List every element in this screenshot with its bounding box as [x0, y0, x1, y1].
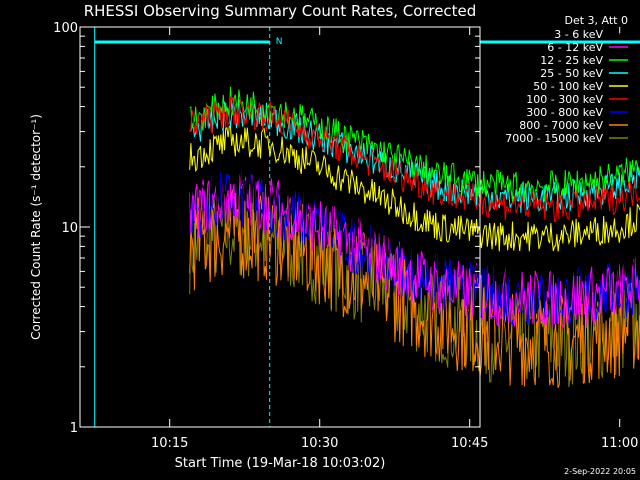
legend-label-5: 100 - 300 keV	[526, 93, 603, 106]
y-tick-label-1: 10	[61, 221, 78, 236]
legend-label-2: 12 - 25 keV	[540, 54, 603, 67]
chart-title: RHESSI Observing Summary Count Rates, Co…	[84, 2, 477, 20]
legend-label-3: 25 - 50 keV	[540, 67, 603, 80]
series-line-5	[189, 95, 640, 223]
series-line-2	[189, 86, 640, 202]
legend-label-4: 50 - 100 keV	[533, 80, 603, 93]
x-tick-label-3: 11:00	[601, 436, 638, 451]
y-axis-label: Corrected Count Rate (s⁻¹ detector⁻¹)	[29, 114, 43, 340]
legend-header: Det 3, Att 0	[565, 14, 629, 27]
legend-label-6: 300 - 800 keV	[526, 106, 603, 119]
series-line-4	[189, 125, 640, 252]
x-tick-label-2: 10:45	[451, 436, 488, 451]
series-line-0	[189, 153, 640, 287]
x-tick-label-0: 10:15	[151, 436, 188, 451]
series-line-7	[189, 186, 640, 388]
x-tick-label-1: 10:30	[301, 436, 338, 451]
legend-label-8: 7000 - 15000 keV	[505, 132, 603, 145]
x-axis-label: Start Time (19-Mar-18 10:03:02)	[175, 456, 386, 471]
legend-label-7: 800 - 7000 keV	[519, 119, 603, 132]
footer-date: 2-Sep-2022 20:05	[564, 467, 636, 476]
saa-label: N	[276, 37, 283, 47]
series-lines	[189, 86, 640, 388]
night-intervals: N	[94, 27, 640, 427]
legend-label-0: 3 - 6 keV	[554, 28, 603, 41]
y-tick-label-2: 100	[53, 21, 78, 36]
y-tick-label-0: 1	[70, 421, 78, 436]
legend-label-1: 6 - 12 keV	[547, 41, 603, 54]
